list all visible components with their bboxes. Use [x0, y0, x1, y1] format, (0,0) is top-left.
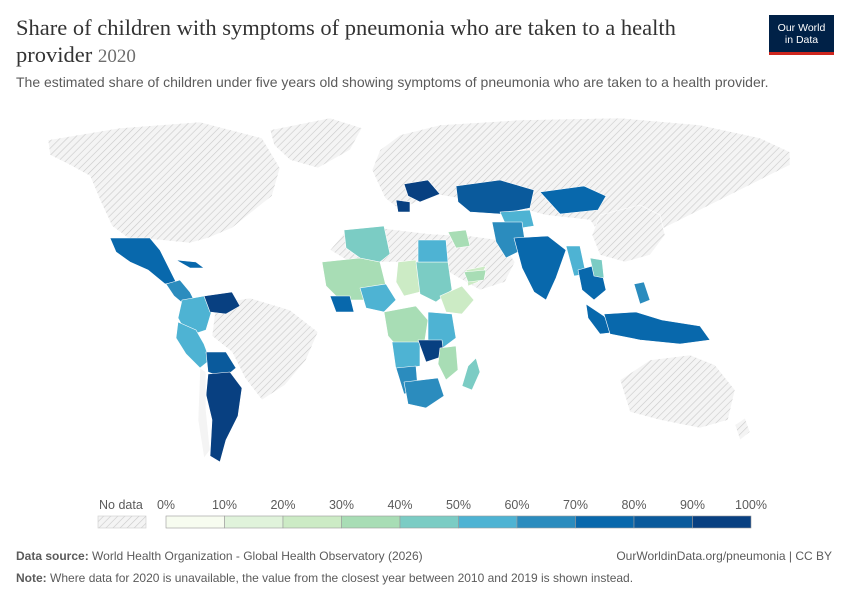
egypt-region [417, 239, 449, 263]
india-region [513, 235, 567, 301]
note-label: Note: [16, 571, 47, 585]
chad-region [395, 259, 421, 297]
ukraine-region [403, 179, 441, 203]
chart-title: Share of children with symptoms of pneum… [16, 14, 746, 70]
greenland-region [269, 117, 363, 169]
chart-subtitle: The estimated share of children under fi… [16, 74, 769, 90]
nigeria-region [359, 283, 397, 313]
mongolia-region [539, 185, 607, 215]
legend-tick-label: 90% [680, 498, 705, 512]
legend-no-data-label: No data [99, 498, 143, 512]
owid-logo[interactable]: Our World in Data [769, 15, 834, 55]
mozambique-region [437, 345, 459, 381]
niger-region [343, 225, 391, 263]
chile-region [197, 367, 211, 459]
west-coast-region [329, 295, 355, 313]
east-asia-region [591, 204, 666, 263]
title-text: Share of children with symptoms of pneum… [16, 15, 676, 67]
ethiopia-region [439, 285, 475, 315]
legend-tick-label: 0% [157, 498, 175, 512]
laos-region [589, 257, 605, 279]
legend-bins [165, 515, 752, 529]
logo-line-1: Our World [777, 21, 826, 34]
legend-bin[interactable] [282, 515, 342, 529]
source-label: Data source: [16, 549, 89, 563]
color-legend: No data 0% 10% 20% 30% 40% 50% 60% 70% 80% 90% 100… [97, 498, 767, 529]
logo-line-2: in Data [784, 33, 819, 46]
legend-tick-label: 60% [504, 498, 529, 512]
legend-tick-label: 20% [270, 498, 295, 512]
new-zealand-region [734, 417, 751, 441]
angola-region [391, 341, 421, 371]
legend-bin[interactable] [224, 515, 284, 529]
indonesia-region [603, 311, 711, 345]
legend-ticks: 0% 10% 20% 30% 40% 50% 60% 70% 80% 90% 100% [157, 498, 767, 512]
world-map [47, 117, 791, 463]
legend-no-data-swatch [97, 515, 147, 529]
legend-tick-label: 100% [735, 498, 767, 512]
source-text[interactable]: World Health Organization - Global Healt… [92, 549, 423, 563]
source-url[interactable]: OurWorldinData.org/pneumonia | CC BY [616, 549, 832, 563]
iraq-region [447, 229, 471, 249]
south-africa-region [403, 377, 445, 409]
footnote: Note: Where data for 2020 is unavailable… [16, 571, 832, 586]
south-america-east-region [211, 297, 319, 401]
legend-bin[interactable] [341, 515, 401, 529]
data-source: Data source: World Health Organization -… [16, 549, 832, 564]
madagascar-region [461, 357, 481, 391]
legend-tick-label: 50% [446, 498, 471, 512]
legend-bin[interactable] [516, 515, 576, 529]
legend-tick-label: 30% [329, 498, 354, 512]
balkans-region [395, 199, 411, 213]
legend-bin[interactable] [575, 515, 635, 529]
north-america-region [47, 121, 281, 244]
mexico-region [109, 237, 177, 285]
legend-tick-label: 10% [212, 498, 237, 512]
legend-tick-label: 40% [387, 498, 412, 512]
europe-north-asia-region [371, 117, 791, 246]
legend-tick-label: 70% [563, 498, 588, 512]
yemen-region [463, 269, 487, 283]
cuba-region [175, 259, 205, 269]
australia-region [619, 354, 736, 429]
legend-bin[interactable] [633, 515, 693, 529]
legend-bin[interactable] [692, 515, 752, 529]
legend-bin[interactable] [458, 515, 518, 529]
legend-tick-label: 80% [621, 498, 646, 512]
legend-bin[interactable] [399, 515, 459, 529]
note-text: Where data for 2020 is unavailable, the … [50, 571, 634, 585]
title-year: 2020 [97, 46, 136, 67]
venezuela-region [203, 291, 241, 315]
peru-region [175, 321, 211, 369]
legend-bin[interactable] [165, 515, 225, 529]
philippines-region [633, 281, 651, 305]
argentina-region [205, 371, 243, 463]
